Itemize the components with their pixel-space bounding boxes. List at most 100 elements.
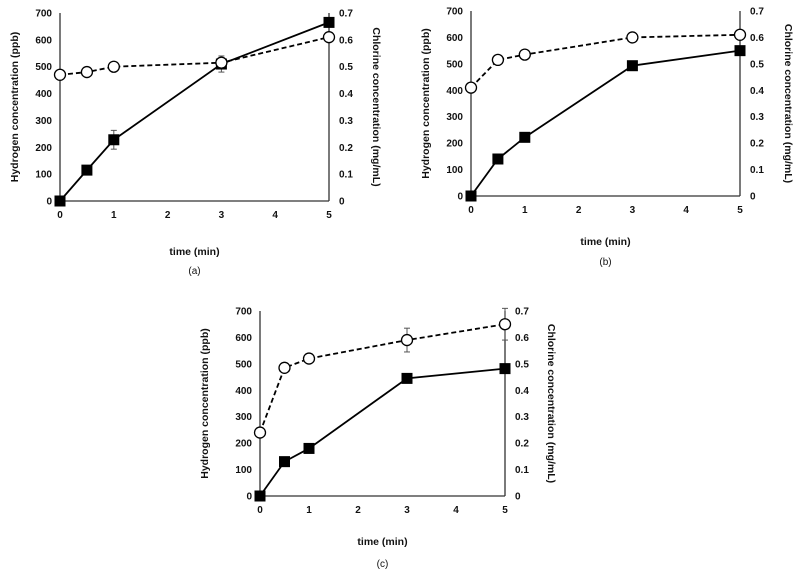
data-point-circle	[80, 65, 94, 79]
data-point-square	[303, 442, 315, 454]
x-tick-label: 0	[257, 505, 263, 516]
x-tick-label: 3	[219, 210, 225, 221]
y-tick-label: 600	[446, 33, 463, 44]
y-tick-label: 400	[35, 89, 52, 100]
y2-axis-label: Chlorine concentration (mg/mL)	[545, 324, 557, 483]
y-tick-label: 500	[35, 62, 52, 73]
y-tick-label: 0	[457, 192, 463, 203]
y2-tick-label: 0.5	[339, 62, 353, 73]
x-tick-label: 5	[737, 205, 743, 216]
series-line	[259, 367, 506, 497]
x-axis-label: time (min)	[580, 236, 630, 248]
data-point-square	[499, 363, 511, 375]
y-tick-label: 700	[446, 7, 463, 18]
y2-tick-label: 0.3	[750, 112, 764, 123]
data-point-square	[519, 131, 531, 143]
y-tick-label: 200	[446, 139, 463, 150]
y-tick-label: 300	[446, 112, 463, 123]
data-point-circle	[53, 68, 67, 81]
y-tick-label: 400	[446, 86, 463, 97]
y-tick-label: 600	[35, 35, 52, 46]
y-tick-label: 300	[35, 116, 52, 127]
y2-tick-label: 0.2	[515, 439, 529, 450]
data-point-square	[626, 60, 638, 72]
data-point-square	[108, 134, 120, 146]
series-line	[259, 323, 506, 433]
y2-tick-label: 0.4	[750, 86, 764, 97]
data-point-circle	[253, 426, 267, 439]
y-tick-label: 300	[235, 412, 252, 423]
data-point-circle	[626, 31, 639, 44]
y-tick-label: 100	[35, 170, 52, 181]
x-tick-label: 2	[165, 210, 171, 221]
y2-axis-label: Chlorine concentration (mg/mL)	[370, 27, 382, 186]
data-point-circle	[498, 318, 512, 331]
series-chlorine	[53, 31, 336, 81]
y-tick-label: 200	[235, 439, 252, 450]
x-tick-label: 1	[111, 210, 117, 221]
y-tick-label: 700	[35, 9, 52, 20]
data-point-circle	[733, 28, 747, 41]
y-axis-label: Hydrogen concentration (ppb)	[420, 28, 432, 179]
data-point-square	[492, 153, 504, 165]
y2-tick-label: 0.1	[750, 165, 764, 176]
y2-tick-label: 0	[515, 492, 521, 503]
y2-tick-label: 0.6	[750, 33, 764, 44]
series-hydrogen	[465, 45, 746, 202]
series-chlorine	[253, 307, 512, 439]
x-axis-label: time (min)	[169, 246, 219, 258]
y2-tick-label: 0.1	[515, 465, 529, 476]
y-tick-label: 100	[235, 465, 252, 476]
series-hydrogen	[254, 363, 511, 502]
y2-tick-label: 0.7	[339, 9, 353, 20]
data-point-square	[465, 190, 477, 202]
y-tick-label: 0	[246, 492, 252, 503]
y-tick-label: 600	[235, 333, 252, 344]
data-point-circle	[491, 53, 505, 67]
data-point-circle	[107, 60, 120, 73]
y2-tick-label: 0	[750, 192, 756, 203]
data-point-circle	[322, 31, 336, 44]
x-tick-label: 0	[57, 210, 63, 221]
data-point-square	[279, 456, 290, 468]
series-chlorine	[464, 28, 747, 94]
data-point-square	[734, 45, 746, 57]
chart-panel-c: 0 100 200 300 400 500 600 700 0 0.1 0.2 0.3 0.4 0.5 0.…	[199, 307, 557, 571]
y2-tick-label: 0.2	[750, 139, 764, 150]
y2-tick-label: 0.2	[339, 143, 353, 154]
x-tick-label: 2	[355, 505, 361, 516]
y-tick-label: 100	[446, 165, 463, 176]
x-tick-label: 3	[630, 205, 636, 216]
y2-tick-label: 0.5	[750, 59, 764, 70]
y2-tick-label: 0.4	[515, 386, 529, 397]
data-point-square	[254, 490, 266, 502]
y2-axis-label: Chlorine concentration (mg/mL)	[782, 24, 794, 183]
y2-tick-label: 0.6	[515, 333, 529, 344]
y-tick-label: 400	[235, 386, 252, 397]
data-point-square	[81, 164, 93, 176]
series-hydrogen	[54, 16, 335, 207]
x-axis-label: time (min)	[357, 536, 407, 548]
y-tick-label: 200	[35, 143, 52, 154]
x-tick-label: 3	[404, 505, 410, 516]
x-tick-label: 1	[522, 205, 528, 216]
data-point-circle	[518, 48, 531, 61]
data-point-circle	[215, 56, 228, 69]
data-point-circle	[400, 333, 414, 347]
y-axis-label: Hydrogen concentration (ppb)	[199, 328, 211, 479]
x-tick-label: 5	[326, 210, 332, 221]
x-tick-label: 0	[468, 205, 474, 216]
data-point-square	[323, 16, 335, 28]
x-tick-label: 4	[453, 505, 459, 516]
y-tick-label: 0	[46, 197, 52, 208]
y-tick-label: 700	[235, 307, 252, 318]
series-line	[59, 36, 330, 76]
chart-panel-b: 0 100 200 300 400 500 600 700 0 0.1 0.2 0.3 0.4 0.5 0.…	[420, 7, 794, 269]
y-axis-label: Hydrogen concentration (ppb)	[9, 32, 21, 183]
y2-tick-label: 0.3	[339, 116, 353, 127]
x-tick-label: 4	[272, 210, 278, 221]
chart-panel-a: 0 100 200 300 400 500 600 700 0 0.1 0.2 0.3 0.4 0.5 0.…	[9, 9, 382, 278]
panel-label: (b)	[599, 257, 611, 268]
data-point-circle	[302, 352, 316, 365]
